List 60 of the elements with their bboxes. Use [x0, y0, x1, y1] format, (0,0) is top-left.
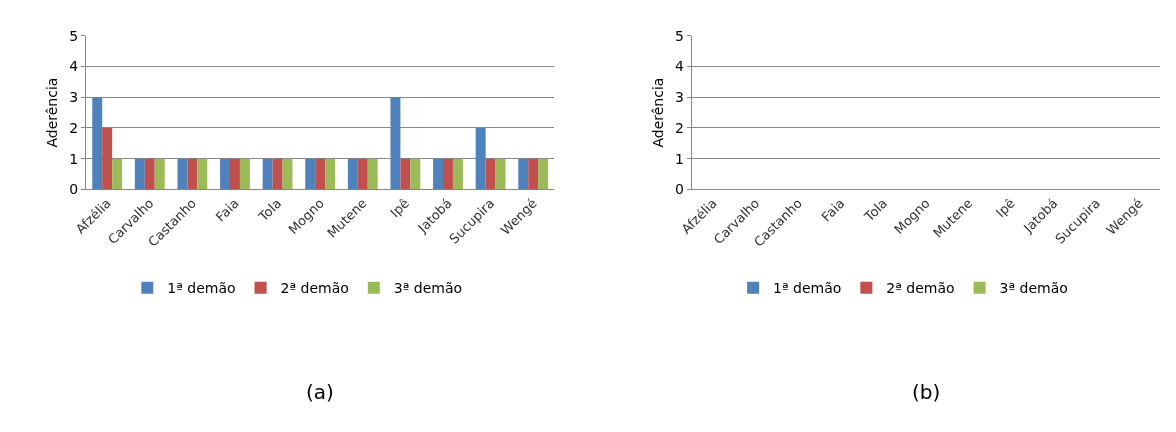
y-tick-label: 5 [69, 27, 79, 44]
y-tick-label: 5 [674, 27, 684, 44]
bar [187, 158, 198, 190]
bar [305, 158, 316, 190]
bar [475, 127, 486, 190]
bar [315, 158, 326, 190]
bar [347, 158, 358, 190]
bar [102, 127, 113, 190]
bar [230, 158, 240, 190]
bar [452, 158, 463, 190]
bar [485, 158, 496, 190]
bar [528, 158, 539, 190]
bar [177, 158, 188, 190]
y-tick-label: 4 [674, 58, 684, 75]
legend-label: 2ª demão [886, 280, 955, 297]
text: (a) [306, 380, 334, 404]
bar [357, 158, 368, 190]
y-tick-label: 1 [69, 150, 79, 167]
y-tick-label: 0 [69, 181, 79, 198]
bar [443, 158, 453, 190]
bar [518, 158, 529, 190]
legend-label: 2ª demão [280, 280, 349, 297]
x-tick-label: Ipê [387, 195, 413, 221]
legend-label: 3ª demão [999, 280, 1068, 297]
y-tick-label: 0 [674, 181, 684, 198]
y-axis-title: Aderência [43, 77, 60, 148]
bar [239, 158, 250, 190]
bar [262, 158, 273, 190]
bar [144, 158, 155, 190]
bar [367, 158, 378, 190]
bar [433, 158, 444, 190]
x-tick-label: Faia [212, 195, 242, 225]
bar [154, 158, 165, 190]
bar [538, 158, 549, 190]
bar [220, 158, 230, 190]
bar [400, 158, 411, 190]
y-tick-label: 3 [69, 89, 79, 106]
bar [495, 158, 506, 190]
y-tick-label: 2 [69, 119, 79, 136]
bar [272, 158, 283, 190]
y-axis-title: Aderência [649, 77, 666, 148]
x-tick-label: Tola [255, 195, 285, 225]
y-tick-label: 1 [674, 150, 684, 167]
legend-label: 3ª demão [393, 280, 463, 297]
bar [197, 158, 208, 190]
y-tick-label: 4 [69, 58, 79, 75]
bar [325, 158, 336, 190]
x-tick-label: Faia [818, 195, 848, 225]
bar [390, 97, 401, 190]
x-tick-label: Tola [860, 195, 891, 225]
bar [112, 158, 123, 190]
legend-label: 1ª demão [167, 280, 236, 297]
x-tick-label: Ipê [993, 195, 1018, 221]
bar [92, 97, 103, 190]
text: (b) [912, 380, 941, 404]
bar [410, 158, 421, 190]
y-tick-label: 3 [674, 89, 684, 106]
legend-label: 1ª demão [773, 280, 842, 297]
y-tick-label: 2 [674, 119, 684, 136]
bar [134, 158, 145, 190]
